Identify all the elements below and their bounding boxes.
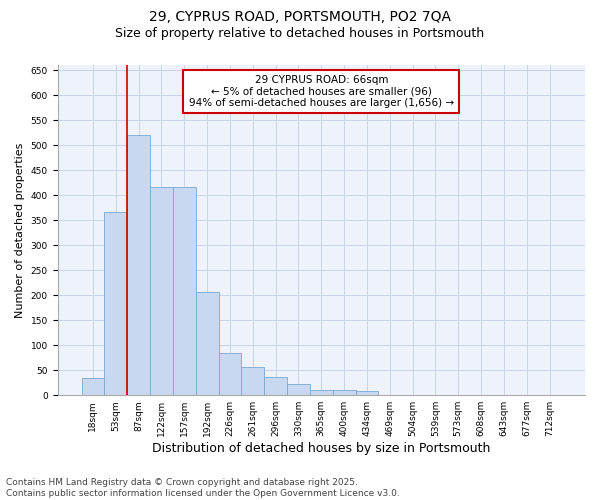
Bar [218,352,241,395]
Bar [401,394,424,395]
Bar [196,292,218,395]
Bar [332,390,356,395]
Bar [538,394,561,395]
Bar [470,394,493,395]
Text: Contains HM Land Registry data © Crown copyright and database right 2025.
Contai: Contains HM Land Registry data © Crown c… [6,478,400,498]
Bar [264,376,287,395]
Bar [493,394,515,395]
Text: 29, CYPRUS ROAD, PORTSMOUTH, PO2 7QA: 29, CYPRUS ROAD, PORTSMOUTH, PO2 7QA [149,10,451,24]
Bar [104,212,127,395]
Bar [150,186,173,395]
Bar [356,391,379,395]
Bar [310,390,332,395]
Bar [173,187,196,395]
Bar [287,384,310,395]
Bar [424,394,447,395]
Bar [515,394,538,395]
Bar [82,378,104,395]
Text: 29 CYPRUS ROAD: 66sqm
← 5% of detached houses are smaller (96)
94% of semi-detac: 29 CYPRUS ROAD: 66sqm ← 5% of detached h… [189,75,454,108]
Text: Size of property relative to detached houses in Portsmouth: Size of property relative to detached ho… [115,28,485,40]
Y-axis label: Number of detached properties: Number of detached properties [15,142,25,318]
Bar [241,367,264,395]
X-axis label: Distribution of detached houses by size in Portsmouth: Distribution of detached houses by size … [152,442,490,455]
Bar [127,134,150,395]
Bar [447,394,470,395]
Bar [379,394,401,395]
